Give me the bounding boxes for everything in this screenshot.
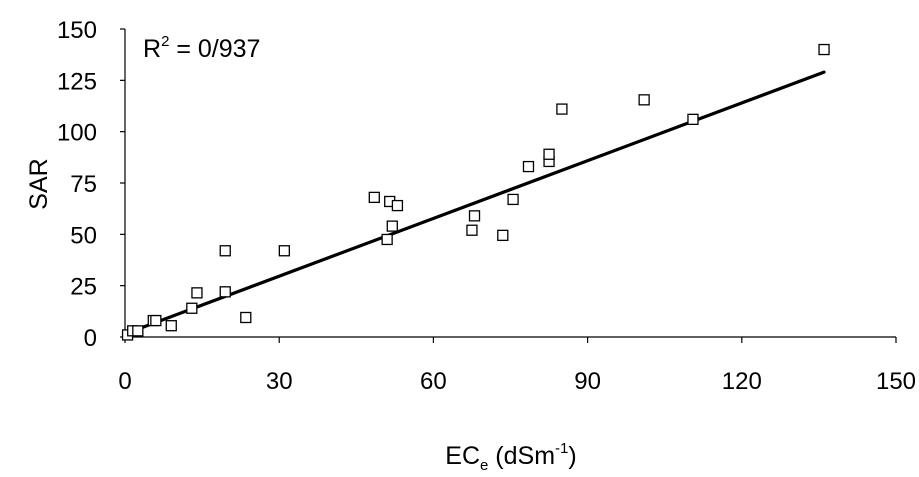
- data-point: [191, 287, 203, 299]
- data-point: [132, 325, 144, 337]
- x-tick-label: 30: [266, 368, 293, 395]
- y-tick-label: 25: [70, 274, 97, 301]
- data-point: [497, 229, 509, 242]
- data-point: [556, 103, 568, 115]
- data-point: [186, 302, 198, 314]
- data-point: [391, 199, 404, 212]
- data-point: [687, 113, 699, 125]
- trendline: [123, 70, 826, 336]
- trendline-group: [123, 70, 826, 336]
- y-axis-title: SAR: [25, 158, 53, 209]
- tick-labels: 0 25 50 75 100 125 150 0 30 60 90 120 150: [57, 17, 916, 395]
- r-squared-annotation: R2 = 0/937: [143, 33, 260, 63]
- x-axis-title: ECe (dSm-1): [445, 440, 576, 474]
- y-tick-label: 125: [57, 68, 97, 95]
- x-tick-label: 120: [722, 368, 762, 395]
- data-point: [522, 160, 535, 173]
- data-point: [165, 320, 177, 332]
- data-point: [240, 311, 252, 324]
- y-tick-label: 50: [70, 222, 97, 249]
- x-tick-label: 90: [574, 368, 601, 395]
- x-tick-label: 0: [118, 368, 131, 395]
- data-point: [219, 245, 231, 257]
- data-point: [507, 193, 519, 206]
- data-point: [386, 220, 398, 232]
- y-tick-label: 75: [70, 171, 97, 198]
- data-point: [219, 286, 231, 298]
- y-tick-label: 0: [84, 325, 97, 352]
- x-tick-label: 150: [876, 368, 916, 395]
- y-tick-label: 150: [57, 17, 97, 44]
- data-point: [278, 245, 290, 257]
- data-point: [818, 43, 830, 56]
- tick-marks: [120, 28, 897, 343]
- data-point: [543, 148, 555, 160]
- data-point: [468, 210, 481, 222]
- data-point: [150, 314, 162, 327]
- data-points: [121, 43, 830, 341]
- data-point: [368, 191, 380, 204]
- data-point: [638, 94, 650, 106]
- data-point: [381, 233, 393, 246]
- y-tick-label: 100: [57, 120, 97, 147]
- x-tick-label: 60: [420, 368, 447, 395]
- data-point: [466, 224, 478, 236]
